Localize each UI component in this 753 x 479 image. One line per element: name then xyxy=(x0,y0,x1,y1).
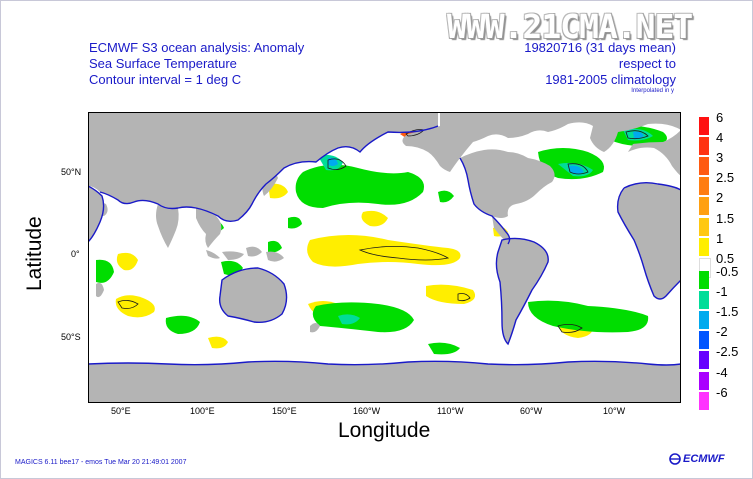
legend-swatch xyxy=(699,291,709,310)
y-axis-title: Latitude xyxy=(23,216,46,291)
legend-label: 4 xyxy=(716,130,724,146)
x-tick-label: 10°W xyxy=(603,406,626,416)
legend-label: -0.5 xyxy=(716,264,739,279)
legend-swatch xyxy=(699,197,709,216)
x-tick-label: 160°W xyxy=(353,406,381,416)
legend-swatch xyxy=(699,157,709,176)
ecmwf-logo: ECMWF xyxy=(683,453,725,465)
legend-swatch xyxy=(699,237,709,256)
legend-swatch xyxy=(699,311,709,330)
contour-lines xyxy=(117,129,649,333)
footer-info: MAGICS 6.11 bee17 - emos Tue Mar 20 21:4… xyxy=(15,459,187,466)
date-label: 19820716 (31 days mean) xyxy=(524,40,676,55)
y-tick-label: 50°N xyxy=(61,167,82,177)
legend-label: -6 xyxy=(716,384,728,400)
legend-label: -1.5 xyxy=(716,304,739,320)
x-tick-label: 150°E xyxy=(272,406,297,416)
title-line-2: Sea Surface Temperature xyxy=(89,56,237,71)
coastlines xyxy=(88,125,681,366)
x-tick-label: 100°E xyxy=(190,406,215,416)
legend-swatch xyxy=(699,391,709,410)
legend-swatch xyxy=(699,371,709,390)
climatology-label: 1981-2005 climatology xyxy=(545,72,676,87)
interpolation-note: Interpolated in y xyxy=(631,88,674,94)
legend-swatch xyxy=(699,271,709,289)
legend-label: 2.5 xyxy=(716,170,735,186)
legend-swatch xyxy=(699,351,709,370)
legend-label: 1.5 xyxy=(716,210,735,226)
legend-label: 2 xyxy=(716,190,724,206)
legend-swatch xyxy=(699,177,709,196)
legend-label: -4 xyxy=(716,364,728,380)
x-tick-label: 60°W xyxy=(520,406,543,416)
title-line-1: ECMWF S3 ocean analysis: Anomaly xyxy=(89,40,305,55)
cool-anomaly-regions xyxy=(96,125,681,355)
ecmwf-logo-icon xyxy=(669,453,681,465)
legend-swatch xyxy=(699,137,709,156)
watermark: WWW.21CMA.NET xyxy=(447,7,693,46)
legend-label: 6 xyxy=(716,110,724,125)
continents xyxy=(88,112,681,403)
legend-swatch xyxy=(699,331,709,350)
legend-label: -2 xyxy=(716,324,728,340)
map-frame xyxy=(88,112,681,403)
title-line-3: Contour interval = 1 deg C xyxy=(89,72,242,87)
y-tick-label: 50°S xyxy=(61,332,81,342)
legend-label: -2.5 xyxy=(716,344,739,360)
legend-label: 3 xyxy=(716,150,724,166)
legend-label: -1 xyxy=(716,284,728,300)
x-tick-label: 50°E xyxy=(111,406,131,416)
legend-swatch xyxy=(699,117,709,135)
reference-label: respect to xyxy=(618,56,676,71)
y-tick-label: 0° xyxy=(71,249,80,259)
legend-label: 1 xyxy=(716,230,724,246)
legend-label: 0.5 xyxy=(716,250,735,266)
x-axis-title: Longitude xyxy=(338,419,431,442)
x-tick-label: 110°W xyxy=(437,406,464,416)
sst-anomaly-map xyxy=(88,112,681,403)
legend-swatch xyxy=(699,217,709,236)
